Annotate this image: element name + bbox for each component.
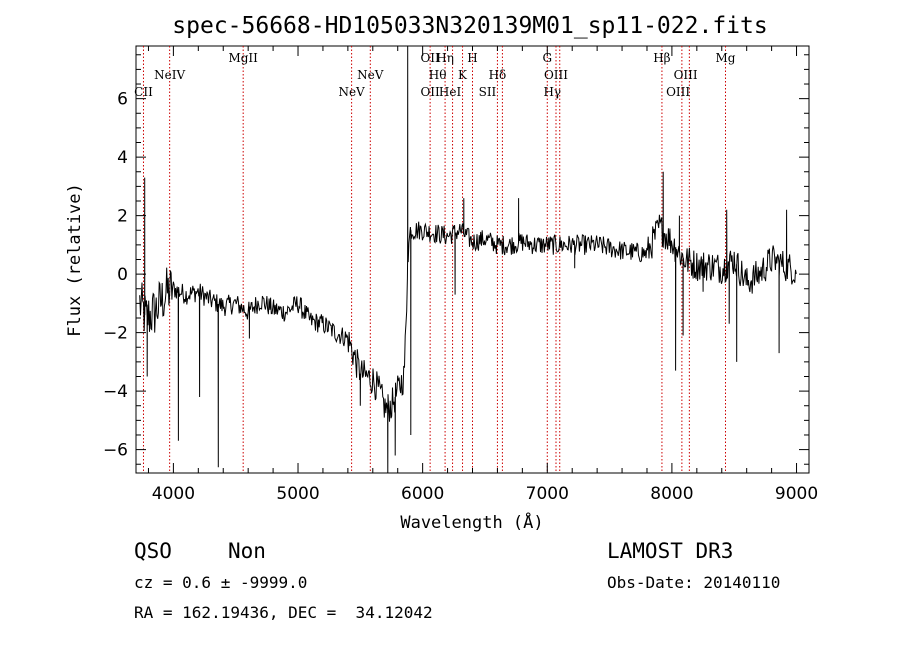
x-axis-ticks: 4000 5000 6000 7000 8000 9000 (147, 46, 818, 504)
emission-line-label-13: SII (479, 85, 497, 99)
y-tick-label: 0 (117, 265, 128, 285)
x-axis-label: Wavelength (Å) (400, 511, 543, 533)
y-tick-label: −2 (103, 324, 128, 344)
emission-line-label-16: Hγ (543, 85, 561, 99)
spectrum-trace (139, 45, 797, 474)
emission-line-label-12: Hδ (489, 68, 507, 82)
emission-line-label-9: HeI (439, 85, 462, 99)
x-tick-label: 4000 (152, 484, 195, 504)
observation-date: Obs-Date: 20140110 (607, 573, 781, 592)
emission-line-label-2: MgII (228, 51, 258, 65)
y-tick-label: −4 (103, 382, 128, 402)
y-tick-label: 6 (117, 90, 128, 110)
coordinates-readout: RA = 162.19436, DEC = 34.12042 (134, 603, 433, 622)
y-axis-label: Flux (relative) (65, 183, 85, 337)
emission-line-label-6: OII (420, 51, 440, 65)
emission-line-label-15: OIII (544, 68, 568, 82)
emission-line-marks (142, 46, 726, 473)
object-subclass: Non (228, 539, 266, 563)
y-tick-label: 4 (117, 148, 128, 168)
emission-line-label-3: NeV (338, 85, 365, 99)
y-axis-ticks: −6 −4 −2 0 2 4 6 (103, 54, 809, 465)
emission-line-label-14: G (542, 51, 552, 65)
chart-title: spec-56668-HD105033N320139M01_sp11-022.f… (172, 13, 767, 39)
object-class: QSO (134, 539, 172, 563)
x-tick-label: 8000 (650, 484, 693, 504)
emission-line-label-0: CII (134, 85, 153, 99)
survey-name: LAMOST DR3 (607, 539, 734, 563)
emission-line-label-10: K (458, 68, 468, 82)
spectrum-line (139, 45, 797, 474)
emission-line-label-4: NeV (357, 68, 384, 82)
x-tick-label: 6000 (401, 484, 444, 504)
emission-line-label-1: NeIV (154, 68, 185, 82)
emission-line-label-20: Mg (716, 51, 736, 65)
x-tick-label: 7000 (526, 484, 569, 504)
redshift-readout: cz = 0.6 ± -9999.0 (134, 573, 308, 592)
y-tick-label: 2 (117, 207, 128, 227)
emission-line-label-11: H (467, 51, 477, 65)
emission-line-label-5: OII (420, 85, 440, 99)
emission-line-label-7: Hη (436, 51, 454, 65)
emission-line-labels: CIINeIVMgIINeVNeVOIIOIIHηHθHeIKHHδSIIGOI… (134, 51, 736, 99)
x-tick-label: 9000 (775, 484, 818, 504)
emission-line-label-18: OIII (666, 85, 690, 99)
emission-line-label-17: Hβ (653, 51, 670, 65)
x-tick-label: 5000 (276, 484, 319, 504)
y-tick-label: −6 (103, 441, 128, 461)
emission-line-label-19: OIII (674, 68, 698, 82)
emission-line-label-8: Hθ (429, 68, 447, 82)
